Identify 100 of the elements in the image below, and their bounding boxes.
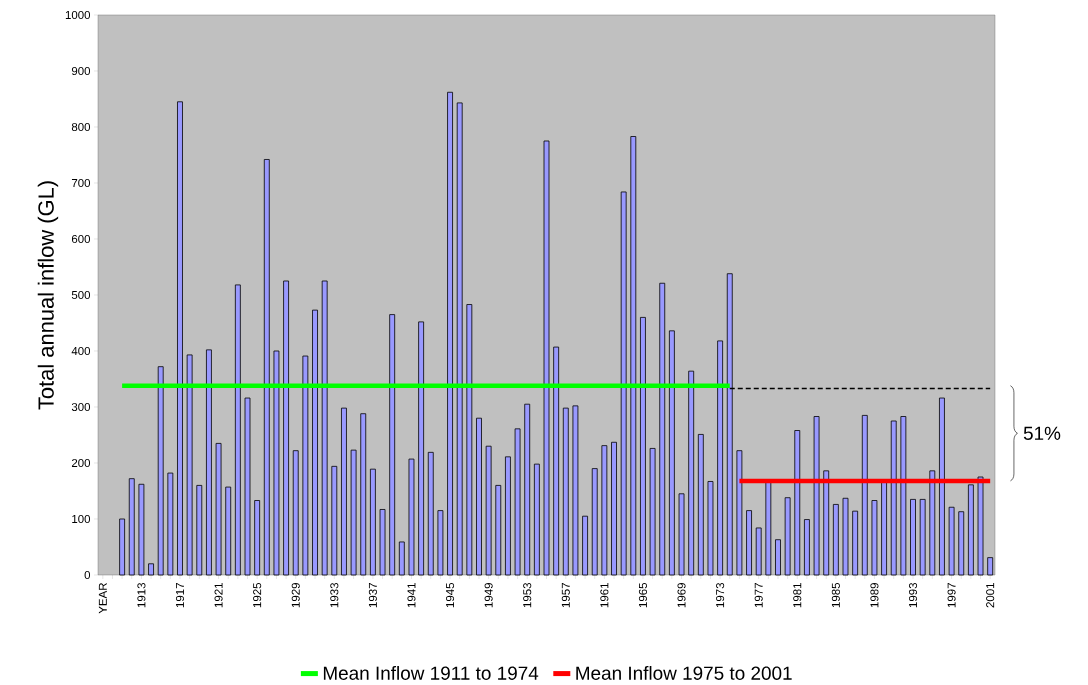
bar (659, 282, 666, 576)
bar (919, 498, 926, 576)
y-tick-label: 800 (71, 122, 91, 131)
x-tick-label: 1981 (793, 583, 802, 608)
bar (456, 102, 463, 576)
bar (533, 463, 540, 576)
bar (765, 480, 772, 576)
bar (206, 349, 212, 576)
bar (292, 450, 299, 576)
bar (939, 397, 945, 576)
bar (736, 450, 743, 576)
legend-label: Mean Inflow 1975 to 2001 (576, 665, 792, 680)
bar (591, 468, 598, 576)
bar (678, 493, 685, 576)
bar (273, 350, 280, 576)
x-tick-label: 1985 (831, 582, 840, 608)
bar (804, 519, 810, 576)
y-tick-label: 700 (71, 178, 91, 187)
bar (794, 430, 801, 576)
bar (746, 510, 752, 576)
bar (572, 405, 579, 576)
bar (427, 451, 434, 576)
bar (437, 510, 444, 576)
bar (157, 366, 164, 576)
bar (514, 428, 521, 576)
bar (890, 420, 897, 576)
bar (495, 484, 502, 576)
bar (977, 476, 984, 576)
bar (688, 370, 695, 576)
x-tick-label: 1997 (947, 583, 956, 608)
bar (128, 478, 135, 576)
y-tick-label: 500 (71, 290, 91, 299)
bar (398, 541, 405, 576)
x-tick-label: 1933 (330, 582, 339, 608)
x-tick-label: 1973 (716, 582, 725, 608)
bar (119, 518, 126, 576)
x-tick-label: 1965 (638, 582, 648, 608)
bar (263, 159, 270, 576)
x-tick-label: YEAR (98, 582, 107, 614)
bar (369, 468, 376, 576)
y-tick-label: 300 (71, 402, 91, 411)
bar (447, 91, 453, 576)
y-tick-label: 1000 (65, 10, 91, 19)
bar (823, 470, 830, 576)
x-tick-label: 1945 (446, 582, 455, 608)
bar (389, 314, 396, 576)
bar (177, 101, 183, 576)
bar (505, 456, 511, 576)
bar (813, 416, 820, 576)
bar (418, 321, 425, 576)
bar (611, 441, 617, 576)
bar (186, 354, 193, 576)
bar (958, 511, 965, 576)
bar (562, 407, 569, 576)
bar (967, 484, 974, 576)
bar (350, 449, 357, 576)
x-tick-label: 1917 (175, 583, 185, 608)
bar (524, 403, 531, 576)
bar (408, 458, 415, 576)
x-tick-label: 1977 (754, 583, 763, 608)
x-tick-label: 1993 (908, 582, 918, 608)
x-tick-label: 1929 (291, 582, 300, 608)
bar (360, 413, 367, 576)
bar (697, 433, 704, 576)
bar (640, 316, 646, 576)
bar (321, 280, 328, 576)
legend-label: Mean Inflow 1911 to 1974 (323, 665, 539, 680)
bar (485, 445, 492, 576)
bar (312, 309, 318, 576)
bar (668, 330, 675, 576)
bar (215, 442, 222, 576)
bar (900, 416, 907, 576)
bar (148, 563, 154, 576)
x-tick-label: 1949 (484, 582, 493, 608)
y-tick-label: 100 (72, 514, 91, 523)
bar (948, 506, 955, 576)
bar (832, 503, 839, 576)
bar (283, 280, 289, 576)
text: 51% (1023, 426, 1061, 440)
bar (234, 284, 241, 576)
x-tick-label: 1941 (407, 583, 416, 608)
bar (138, 483, 145, 576)
y-tick-label: 0 (84, 570, 91, 579)
bar (225, 486, 232, 576)
x-tick-label: 1989 (870, 582, 879, 608)
y-tick-label: 400 (71, 346, 91, 355)
bar (929, 470, 936, 576)
bar (553, 346, 560, 576)
y-axis-title: Total annual inflow (GL) (37, 181, 59, 410)
bar (861, 414, 868, 576)
bar (717, 340, 724, 576)
bar (196, 484, 203, 576)
bar (582, 515, 588, 576)
x-tick-label: 1921 (214, 583, 223, 608)
x-tick-label: 1969 (677, 582, 686, 608)
bar (341, 407, 347, 576)
bar (755, 527, 762, 576)
bar (601, 445, 608, 576)
bar (987, 557, 994, 576)
y-tick-label: 200 (71, 458, 91, 467)
